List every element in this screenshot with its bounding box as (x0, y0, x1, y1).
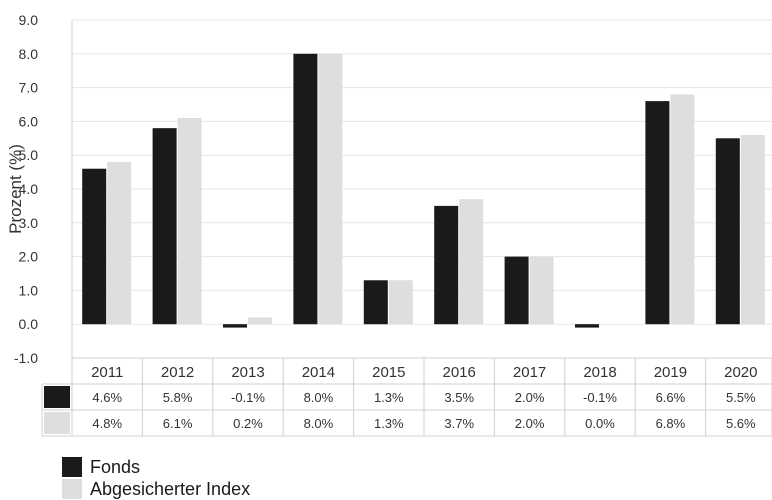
y-tick-label: 0.0 (19, 316, 39, 332)
bar-fonds-2015 (363, 280, 388, 325)
y-tick-label: 1.0 (19, 282, 39, 298)
bar-index-2017 (529, 256, 554, 325)
data-label-index: 2.0% (515, 416, 545, 431)
bar-index-2020 (740, 134, 765, 325)
legend-swatch-fonds (62, 457, 82, 477)
data-label-fonds: 6.6% (656, 390, 686, 405)
x-tick-label: 2017 (513, 364, 546, 381)
bar-fonds-2017 (504, 256, 529, 325)
data-label-fonds: 4.6% (92, 390, 122, 405)
data-label-fonds: 8.0% (304, 390, 334, 405)
bar-index-2016 (459, 199, 484, 325)
data-label-index: 0.0% (585, 416, 615, 431)
data-label-index: 8.0% (304, 416, 334, 431)
x-tick-label: 2013 (231, 364, 264, 381)
x-tick-label: 2015 (372, 364, 405, 381)
bar-fonds-2013 (223, 324, 247, 328)
bar-fonds-2011 (82, 168, 107, 325)
bar-fonds-2019 (645, 101, 670, 325)
x-tick-label: 2018 (583, 364, 616, 381)
bar-index-2019 (670, 94, 695, 325)
legend-label-fonds: Fonds (90, 456, 141, 477)
x-tick-label: 2011 (91, 364, 123, 381)
data-label-fonds: 5.8% (163, 390, 193, 405)
bar-fonds-2018 (575, 324, 599, 328)
data-label-index: 5.6% (726, 416, 756, 431)
y-tick-label: 7.0 (19, 80, 39, 96)
data-label-index: 6.1% (163, 416, 193, 431)
data-label-fonds: -0.1% (231, 390, 265, 405)
bar-fonds-2012 (152, 128, 177, 325)
y-tick-label: 9.0 (19, 12, 39, 28)
bar-index-2011 (107, 161, 132, 325)
data-label-fonds: 5.5% (726, 390, 756, 405)
bar-index-2013 (248, 317, 272, 325)
table-key-index (44, 412, 70, 434)
bar-fonds-2020 (715, 138, 740, 325)
bar-index-2015 (388, 280, 413, 325)
x-tick-label: 2012 (161, 364, 194, 381)
data-label-fonds: 2.0% (515, 390, 545, 405)
y-tick-label: 3.0 (19, 215, 39, 231)
table-key-fonds (44, 386, 70, 408)
legend-item-index: Abgesicherter Index (62, 478, 250, 500)
data-label-index: 0.2% (233, 416, 263, 431)
x-tick-label: 2014 (302, 364, 335, 381)
y-tick-label: 4.0 (19, 181, 39, 197)
y-tick-label: 8.0 (19, 46, 39, 62)
y-tick-label: -1.0 (14, 350, 38, 366)
legend-swatch-index (62, 479, 82, 499)
x-tick-label: 2020 (724, 364, 757, 381)
x-tick-label: 2019 (654, 364, 687, 381)
legend-item-fonds: Fonds (62, 456, 250, 478)
data-label-fonds: 3.5% (444, 390, 474, 405)
data-label-index: 3.7% (444, 416, 474, 431)
legend: Fonds Abgesicherter Index (62, 456, 250, 500)
y-tick-label: 2.0 (19, 249, 39, 265)
bar-fonds-2016 (434, 205, 459, 325)
y-axis-title: Prozent (%) (6, 144, 25, 234)
data-label-fonds: -0.1% (583, 390, 617, 405)
bar-fonds-2014 (293, 53, 318, 325)
data-label-index: 4.8% (92, 416, 122, 431)
x-tick-label: 2016 (443, 364, 476, 381)
legend-label-index: Abgesicherter Index (90, 478, 251, 499)
bar-index-2014 (318, 53, 343, 325)
y-tick-label: 5.0 (19, 147, 39, 163)
bar-index-2012 (177, 118, 202, 325)
data-label-fonds: 1.3% (374, 390, 404, 405)
y-tick-label: 6.0 (19, 113, 39, 129)
data-label-index: 1.3% (374, 416, 404, 431)
data-label-index: 6.8% (656, 416, 686, 431)
